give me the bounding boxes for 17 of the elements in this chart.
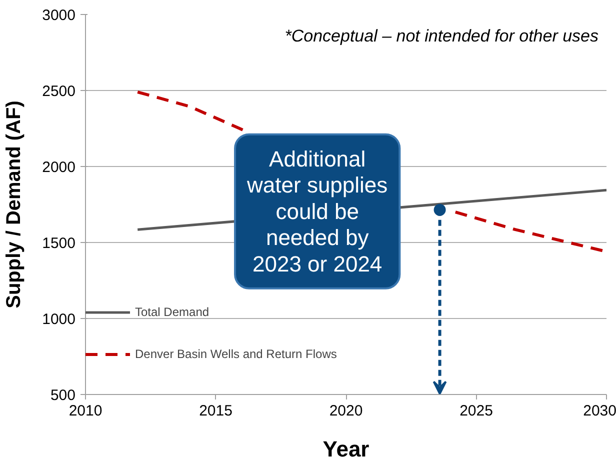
legend-label: Denver Basin Wells and Return Flows xyxy=(135,347,337,361)
x-tick-label: 2010 xyxy=(68,402,102,420)
annotation: Additional water supplies could be needed by 2023 or 2024 xyxy=(246,146,388,276)
y-axis-title: Supply / Demand (AF) xyxy=(3,100,26,308)
y-tick-label: 3000 xyxy=(42,7,76,24)
x-tick-label: 2020 xyxy=(329,402,363,420)
x-tick-label: 2030 xyxy=(583,402,616,420)
y-tick-label: 2500 xyxy=(42,83,76,100)
x-tick-label: 2015 xyxy=(199,402,232,420)
x-tick-label: 2025 xyxy=(460,402,493,420)
y-tick-label: 2000 xyxy=(42,159,76,176)
annotation: *Conceptual – not intended for other uses xyxy=(284,26,599,46)
y-tick-label: 1500 xyxy=(42,235,76,252)
y-tick-label: 1000 xyxy=(42,311,76,328)
y-tick-label: 500 xyxy=(50,387,76,404)
x-axis-title: Year xyxy=(322,436,370,462)
legend-label: Total Demand xyxy=(135,305,210,319)
